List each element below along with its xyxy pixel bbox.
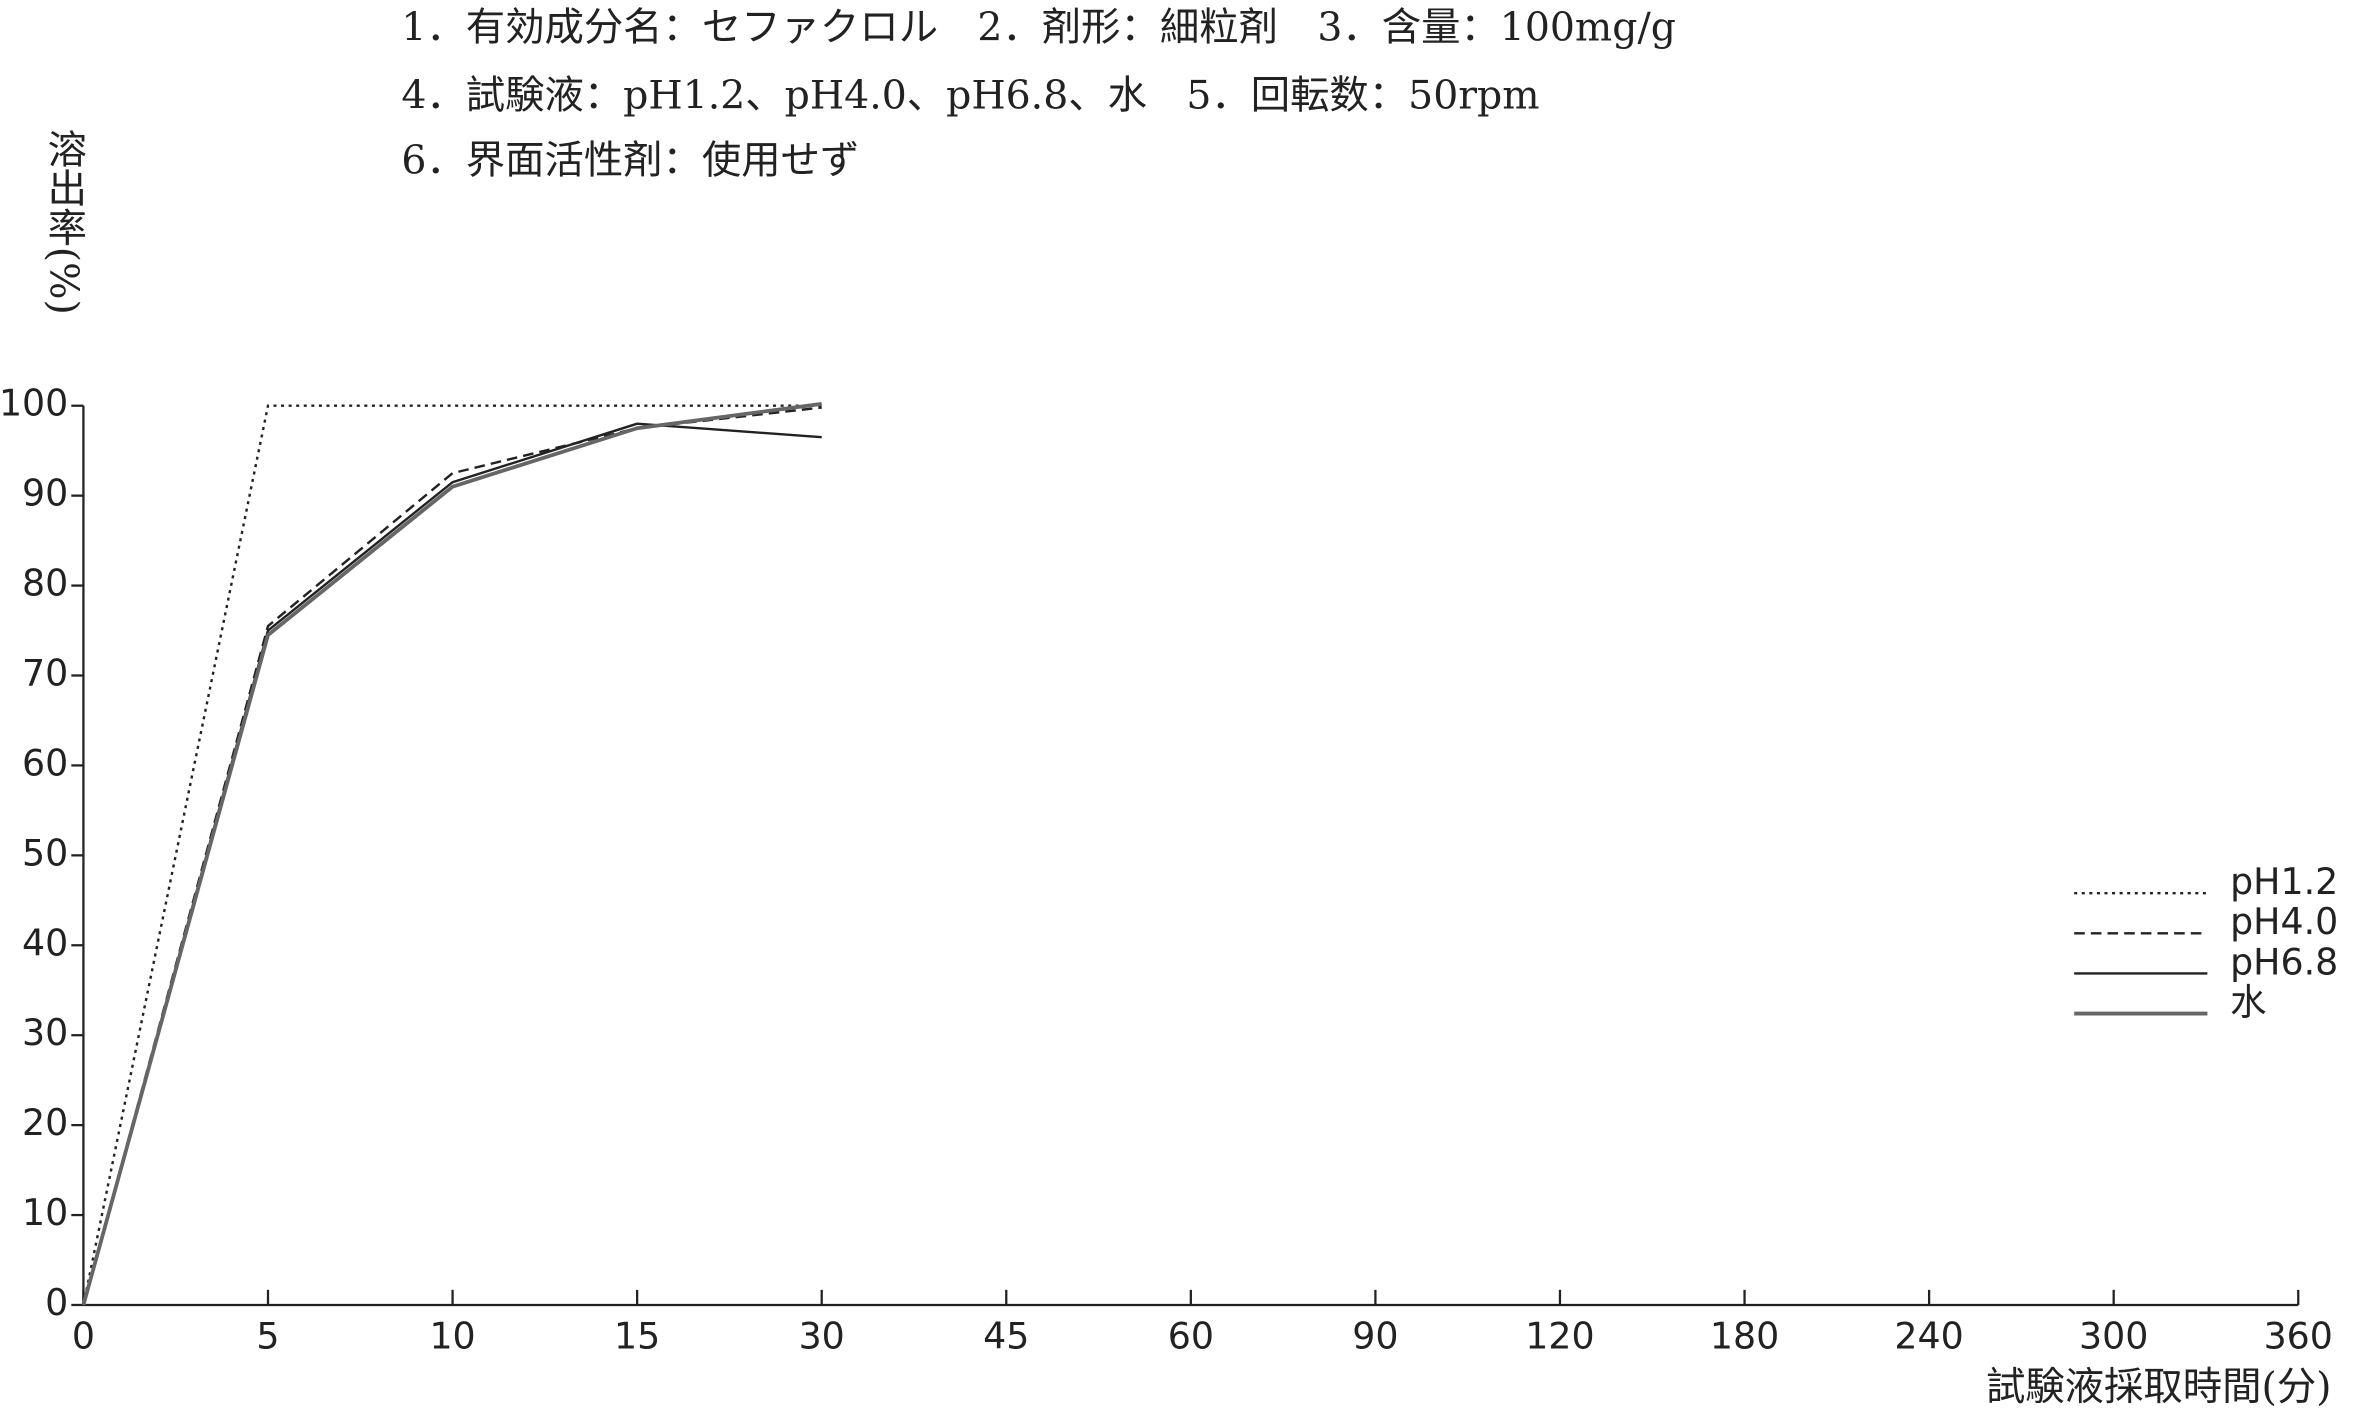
x-tick-label: 300: [2079, 1314, 2148, 1357]
y-tick-label: 50: [22, 831, 68, 874]
legend-label: pH4.0: [2230, 900, 2338, 943]
series-line: [82, 422, 822, 1306]
y-tick-label: 80: [22, 562, 68, 605]
y-axis-label: 溶出率(%): [41, 128, 87, 315]
y-tick-label: 20: [22, 1101, 68, 1144]
y-tick-label: 40: [22, 921, 68, 964]
x-tick-label: 45: [983, 1314, 1029, 1357]
annotation: 6．界面活性剤：使用せず: [401, 138, 859, 184]
annotation: 1．有効成分名：セファクロル 2．剤形：細粒剤 3．含量：100mg/g: [401, 4, 1676, 50]
series-line: [82, 406, 822, 1306]
annotation: 4．試験液：pH1.2、pH4.0、pH6.8、水 5．回転数：50rpm: [401, 72, 1539, 118]
series-line: [82, 404, 822, 1306]
x-tick-label: 360: [2264, 1314, 2333, 1357]
x-tick-label: 180: [1710, 1314, 1779, 1357]
x-tick-label: 5: [256, 1314, 279, 1357]
series-line: [81, 402, 822, 1306]
y-tick-label: 60: [22, 741, 68, 784]
legend-label: pH6.8: [2230, 940, 2338, 983]
x-tick-label: 15: [614, 1314, 660, 1357]
legend-label: 水: [2230, 980, 2266, 1023]
x-tick-label: 10: [429, 1314, 475, 1357]
y-tick-label: 10: [22, 1191, 68, 1234]
x-tick-label: 30: [799, 1314, 845, 1357]
x-axis-label: 試験液採取時間(分): [1986, 1364, 2332, 1410]
x-tick-label: 0: [72, 1314, 95, 1357]
legend-label: pH1.2: [2230, 860, 2338, 903]
x-tick-label: 240: [1894, 1314, 1963, 1357]
y-tick-label: 30: [22, 1011, 68, 1054]
y-tick-label: 70: [22, 651, 68, 694]
y-tick-label: 90: [22, 472, 68, 515]
x-tick-label: 60: [1168, 1314, 1214, 1357]
x-tick-label: 90: [1352, 1314, 1398, 1357]
x-tick-label: 120: [1525, 1314, 1594, 1357]
y-tick-label: 0: [45, 1281, 68, 1324]
y-tick-label: 100: [0, 382, 68, 425]
